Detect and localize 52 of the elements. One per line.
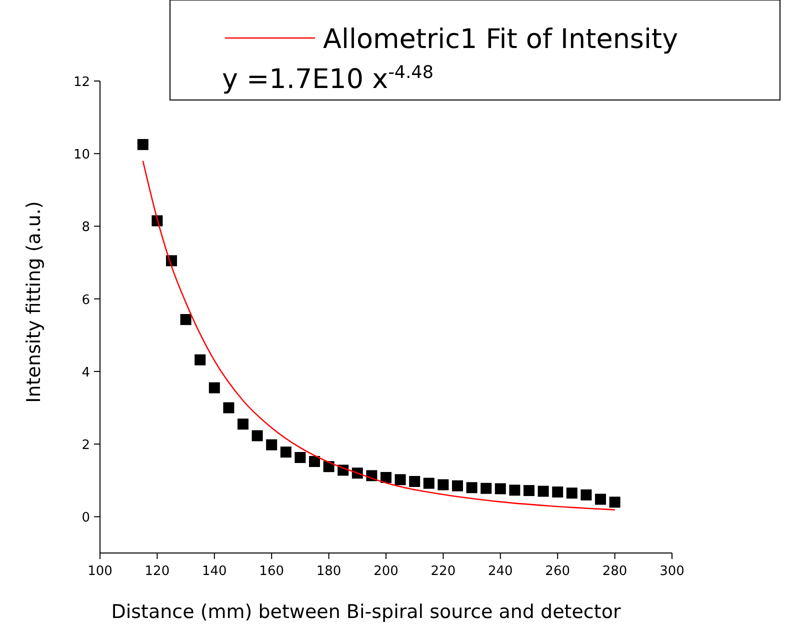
point [266, 439, 278, 450]
x-axis-title: Distance (mm) between Bi-spiral source and detector [111, 601, 621, 623]
x-tick-label: 300 [660, 564, 684, 579]
annotation: y =1.7E10 x$^{-4.48}$ [222, 63, 434, 95]
point [423, 478, 434, 489]
x-tick-label: 260 [545, 564, 570, 579]
point [380, 472, 392, 483]
point [309, 456, 320, 468]
point [180, 314, 192, 326]
y-tick-label: 6 [82, 292, 90, 308]
y-axis-title: Intensity fitting (a.u.) [23, 201, 45, 403]
x-tick-label: 140 [202, 564, 227, 579]
line-series [142, 160, 616, 510]
point [252, 430, 263, 442]
y-tick-label: 8 [82, 220, 90, 236]
point [466, 482, 478, 494]
point [480, 482, 492, 494]
point [595, 494, 606, 505]
x-tick-label: 100 [88, 564, 112, 579]
point [566, 488, 578, 499]
x-tick-label: 220 [430, 564, 456, 579]
point [238, 418, 248, 430]
x-tick-label: 160 [259, 564, 284, 579]
point [409, 476, 420, 487]
y-tick-label: 12 [73, 75, 90, 90]
y-tick-label: 0 [82, 510, 90, 526]
point [323, 461, 334, 472]
point [509, 484, 520, 496]
point [223, 402, 234, 414]
x-tick-label: 280 [602, 564, 628, 579]
point [194, 354, 206, 366]
point [438, 479, 449, 490]
legend-label: Allometric1 Fit of Intensity [323, 24, 678, 55]
y-tick-label: 10 [73, 148, 90, 163]
point [137, 139, 148, 150]
point [394, 474, 406, 486]
point [580, 489, 592, 500]
x-tick-label: 180 [316, 564, 342, 579]
point [538, 486, 549, 497]
y-tick-label: 2 [82, 438, 90, 454]
point [609, 496, 620, 508]
point [208, 382, 220, 394]
point [524, 485, 534, 496]
x-tick-label: 240 [488, 564, 513, 579]
point [494, 483, 506, 494]
x-tick-label: 120 [144, 564, 170, 579]
y-tick-label: 4 [82, 365, 90, 380]
point [280, 446, 292, 458]
x-tick-label: 200 [374, 564, 398, 579]
point [294, 452, 306, 464]
point [452, 480, 463, 492]
point [552, 486, 564, 498]
